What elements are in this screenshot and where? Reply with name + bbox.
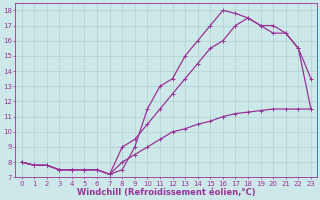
X-axis label: Windchill (Refroidissement éolien,°C): Windchill (Refroidissement éolien,°C)	[77, 188, 256, 197]
